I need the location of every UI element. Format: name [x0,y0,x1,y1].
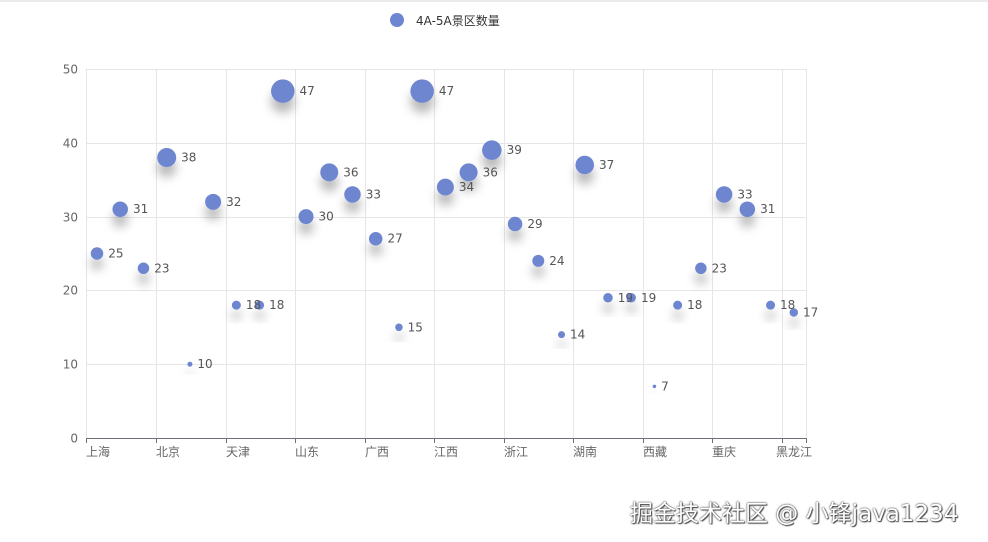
data-point [410,79,434,103]
data-label: 15 [408,320,423,334]
x-tick-label: 山东 [295,445,319,459]
data-label: 10 [197,357,212,371]
data-label: 36 [343,165,358,179]
data-point [482,140,502,160]
x-tick-label: 西藏 [643,445,667,459]
x-tick-label: 天津 [226,445,250,459]
data-point [626,293,636,303]
data-point [695,262,707,275]
bubbles [90,79,799,389]
watermark: 掘金技术社区 @ 小锋java1234 [630,501,959,527]
data-label: 19 [641,291,656,305]
data-point [344,186,361,203]
grid [86,69,807,438]
data-label: 38 [181,151,196,165]
x-tick-label: 重庆 [712,445,736,459]
data-point [90,247,104,260]
data-label: 23 [712,261,727,275]
data-point [187,361,193,367]
data-label: 32 [226,195,241,209]
data-label: 29 [527,217,542,231]
legend[interactable]: 4A-5A景区数量 [390,11,500,29]
data-point [298,209,314,225]
data-point [652,384,657,389]
y-tick-label: 40 [63,137,78,151]
data-point [255,300,265,310]
data-label: 14 [570,328,585,342]
data-label: 27 [387,232,402,246]
legend-label: 4A-5A景区数量 [416,13,500,28]
data-point [395,323,403,332]
data-label: 31 [760,202,775,216]
data-point [715,186,733,203]
data-labels: 25 31 23 38 10 32 18 18 47 30 36 33 27 15 47 34 36 39 29 24… [108,84,818,393]
data-point [112,201,128,217]
x-tick-label: 湖南 [573,444,597,459]
data-label: 7 [661,379,669,393]
x-tick-label: 北京 [156,445,180,459]
y-tick-label: 20 [63,284,78,298]
legend-marker-icon [390,13,404,27]
y-tick-label: 50 [63,63,78,77]
data-label: 47 [300,84,315,98]
data-point [205,193,222,210]
x-tick-label: 黑龙江 [776,445,812,459]
data-point [558,331,566,339]
data-label: 39 [507,143,522,157]
data-label: 18 [687,298,702,312]
data-point [673,300,683,310]
x-tick-label: 浙江 [504,445,528,459]
data-point [231,300,241,310]
data-label: 36 [483,165,498,179]
data-label: 30 [319,210,334,224]
data-label: 34 [459,180,474,194]
y-tick-label: 10 [63,358,78,372]
data-point [320,163,339,182]
data-label: 19 [618,291,633,305]
data-label: 33 [737,187,752,201]
data-point [271,79,295,103]
data-point [575,155,594,175]
x-tick-label: 上海 [86,444,110,459]
data-label: 47 [439,84,454,98]
data-point [739,201,756,217]
top-border [0,0,988,2]
data-label: 18 [780,298,795,312]
data-label: 31 [133,202,148,216]
data-label: 18 [269,298,284,312]
x-tick-label: 广西 [365,445,389,459]
data-point [157,148,177,168]
data-label: 17 [803,306,818,320]
data-point [137,262,150,275]
data-label: 23 [154,261,169,275]
data-label: 24 [549,254,564,268]
data-label: 33 [366,187,381,201]
data-label: 37 [599,158,614,172]
data-point [766,300,776,310]
data-point [532,254,545,267]
data-point [603,293,613,303]
data-point [507,216,523,232]
data-point [436,178,454,196]
data-label: 18 [246,298,261,312]
y-tick-label: 30 [63,211,78,225]
y-tick-label: 0 [70,432,78,446]
data-point [789,308,799,317]
data-point [368,231,383,246]
x-tick-label: 江西 [434,445,458,459]
data-label: 25 [108,247,123,261]
axes: 0 10 20 30 40 50 上海 北京 天津 山东 广西 江西 浙江 湖南 西藏 重庆 黑龙江 [63,63,812,460]
data-point [459,163,478,182]
